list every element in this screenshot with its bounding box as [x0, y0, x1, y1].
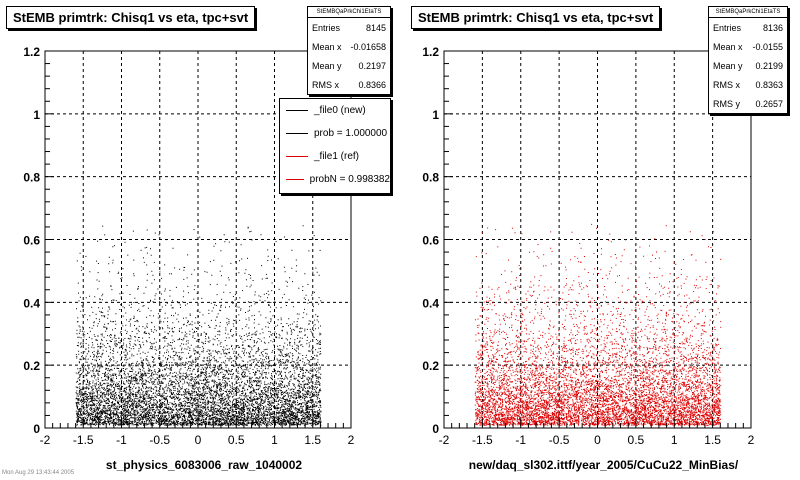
stats-row: Entries 8145	[308, 18, 390, 37]
x-tick-label: 0	[195, 433, 202, 447]
stats-row: RMS y 0.2657	[709, 94, 787, 113]
x-tick-label: -1.5	[472, 433, 493, 447]
y-tick-label: 1.2	[23, 45, 40, 59]
x-tick-label: 1	[671, 433, 678, 447]
stats-label: Mean y	[713, 60, 743, 71]
x-tick-label: -2	[40, 433, 51, 447]
x-tick-label: -1	[515, 433, 526, 447]
stats-row: Mean x -0.01658	[308, 37, 390, 56]
x-tick-label: -0.5	[549, 433, 570, 447]
right-title-box: StEMB primtrk: Chisq1 vs eta, tpc+svt	[411, 6, 661, 29]
stats-value: 0.8363	[755, 79, 783, 90]
panel-ref: -2 -1.5 -1 -0.5 0 0.5 1 1.5 2 0 0.2 0.4 0.6 0.8 1 1.2 ne…	[422, 45, 754, 472]
left-stats-box: StEMBQaPrkChi1EtaTS Entries 8145 Mean x …	[307, 6, 391, 95]
stats-row: Mean y 0.2197	[308, 56, 390, 75]
stats-value: 8136	[762, 22, 783, 33]
stats-value: 0.2199	[755, 60, 783, 71]
right-stats-box: StEMBQaPrkChi1EtaTS Entries 8136 Mean x …	[708, 6, 788, 114]
stats-row: Entries 8136	[709, 18, 787, 37]
left-stats-name: StEMBQaPrkChi1EtaTS	[308, 7, 390, 18]
y-tick-label: 0.4	[23, 296, 40, 310]
x-tick-label: 1	[271, 433, 278, 447]
y-tick-label: 0.6	[23, 234, 40, 248]
y-tick-label: 1.2	[422, 45, 439, 59]
y-tick-label: 0.4	[422, 296, 439, 310]
legend-line-icon	[286, 133, 308, 134]
x-axis-label: new/daq_sl302.ittf/year_2005/CuCu22_MinB…	[469, 458, 739, 472]
x-axis-label: st_physics_6083006_raw_1040002	[106, 458, 302, 472]
x-tick-label: -1	[116, 433, 127, 447]
x-tick-label: 1.5	[304, 433, 321, 447]
y-tick-label: 0.2	[23, 359, 40, 373]
left-title: StEMB primtrk: Chisq1 vs eta, tpc+svt	[13, 10, 249, 25]
y-tick-label: 1	[432, 108, 439, 122]
stats-value: 8145	[365, 22, 386, 33]
right-stats-name: StEMBQaPrkChi1EtaTS	[709, 7, 787, 18]
y-tick-label: 1	[33, 108, 40, 122]
stats-value: 0.2657	[755, 98, 783, 109]
x-tick-label: 0.5	[228, 433, 245, 447]
y-tick-label: 0	[33, 422, 40, 436]
stats-label: RMS y	[713, 98, 740, 109]
x-tick-label: 0.5	[628, 433, 645, 447]
legend-line-icon	[286, 156, 308, 157]
stats-label: RMS x	[312, 79, 339, 90]
y-tick-label: 0.6	[422, 234, 439, 248]
stats-row: RMS x 0.8363	[709, 75, 787, 94]
scatter-points	[75, 225, 322, 426]
scatter-points	[474, 223, 722, 426]
legend-item-new: _file0 (new)	[280, 99, 390, 122]
legend-label: _file0 (new)	[314, 105, 366, 116]
x-tick-label: -0.5	[149, 433, 170, 447]
x-tick-label: 0	[594, 433, 601, 447]
legend-item-probn: probN = 0.998382	[280, 168, 390, 191]
stats-row: Mean y 0.2199	[709, 56, 787, 75]
stats-row: RMS x 0.8366	[308, 75, 390, 94]
stats-value: 0.2197	[358, 60, 386, 71]
stats-value: -0.01658	[350, 41, 386, 52]
stats-label: Entries	[312, 22, 341, 33]
legend-label: prob = 1.000000	[314, 128, 388, 139]
x-tick-label: -2	[439, 433, 450, 447]
x-tick-label: 2	[348, 433, 355, 447]
legend-box: _file0 (new) prob = 1.000000 _file1 (ref…	[279, 98, 391, 194]
y-tick-label: 0.2	[422, 359, 439, 373]
right-title: StEMB primtrk: Chisq1 vs eta, tpc+svt	[418, 10, 654, 25]
stats-label: RMS x	[713, 79, 740, 90]
left-title-box: StEMB primtrk: Chisq1 vs eta, tpc+svt	[6, 6, 256, 29]
x-tick-label: -1.5	[73, 433, 94, 447]
x-tick-label: 2	[748, 433, 755, 447]
legend-item-prob: prob = 1.000000	[280, 122, 390, 145]
x-tick-label: 1.5	[704, 433, 721, 447]
legend-label: probN = 0.998382	[309, 174, 390, 185]
stats-value: 0.8366	[358, 79, 386, 90]
stats-row: Mean x -0.0155	[709, 37, 787, 56]
stats-label: Mean x	[312, 41, 342, 52]
legend-line-icon	[286, 179, 304, 180]
legend-label: _file1 (ref)	[314, 151, 360, 162]
panel-new: -2 -1.5 -1 -0.5 0 0.5 1 1.5 2 0 0.2 0.4 0.6 0.8 1 1.2 st…	[23, 45, 354, 472]
stats-label: Entries	[713, 22, 742, 33]
y-tick-label: 0.8	[422, 171, 439, 185]
legend-item-ref: _file1 (ref)	[280, 145, 390, 168]
y-tick-label: 0.8	[23, 171, 40, 185]
legend-line-icon	[286, 110, 308, 111]
stats-label: Mean y	[312, 60, 342, 71]
footer-timestamp: Mon Aug 29 13:43:44 2005	[2, 470, 75, 476]
stats-label: Mean x	[713, 41, 743, 52]
y-tick-label: 0	[432, 422, 439, 436]
stats-value: -0.0155	[752, 41, 783, 52]
